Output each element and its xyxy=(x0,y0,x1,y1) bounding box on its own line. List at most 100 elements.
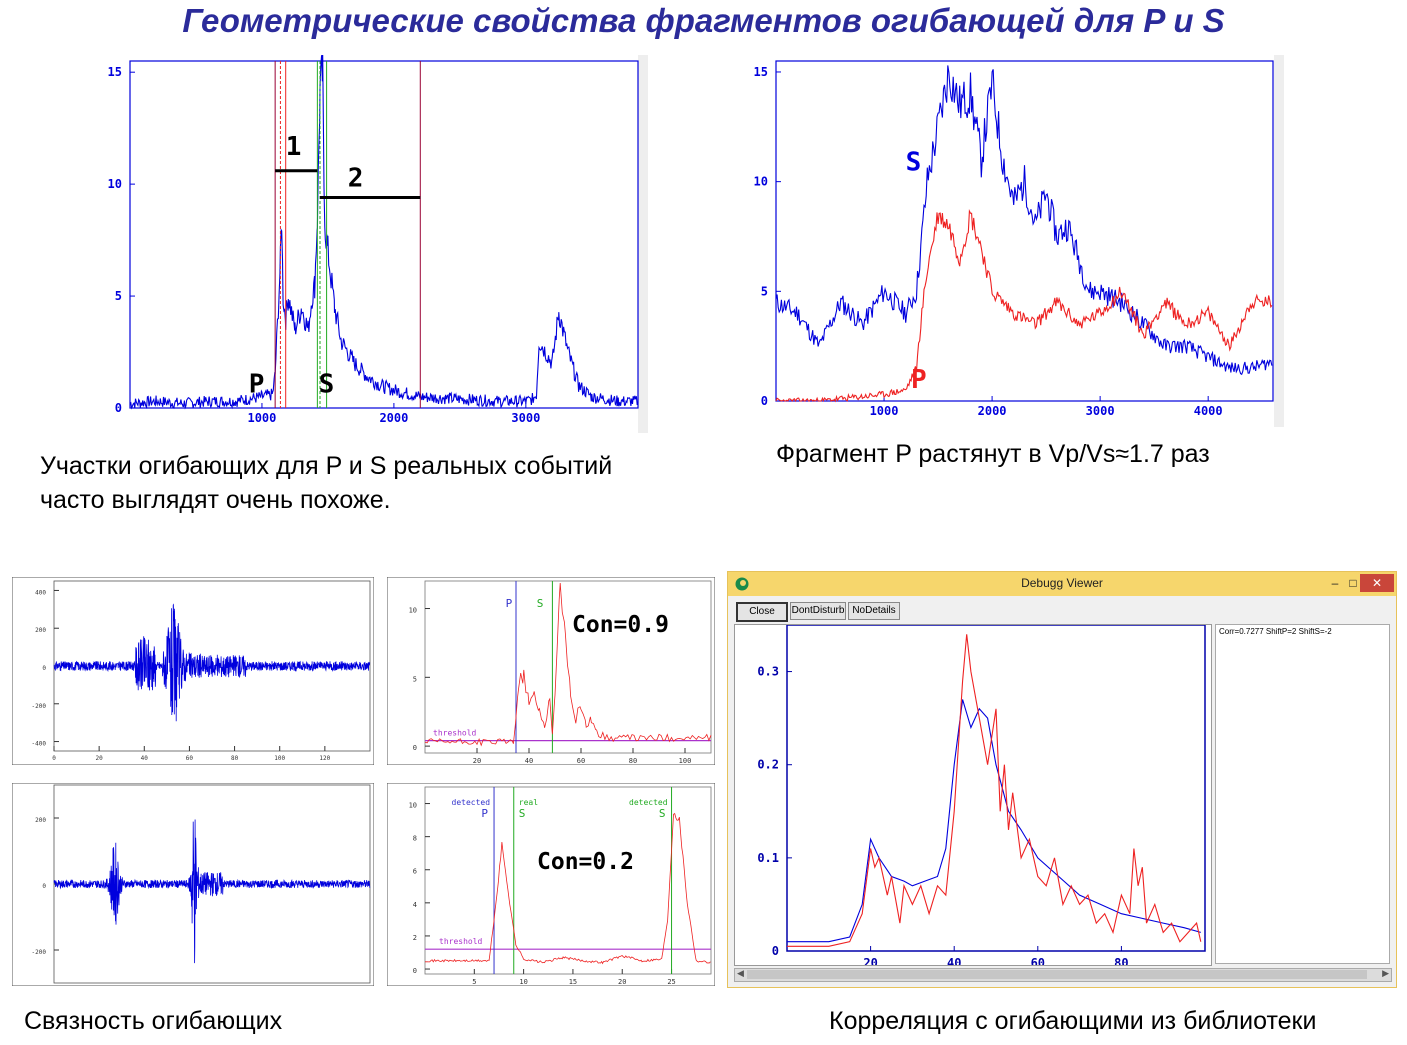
close-button[interactable]: Close xyxy=(736,602,788,622)
y-tick-label: 5 xyxy=(413,675,417,683)
x-tick-label: 10 xyxy=(519,978,527,986)
detected-s-top-label: detected xyxy=(629,798,668,807)
seismogram-2-chart: 200 0 -200 xyxy=(12,783,374,986)
x-tick-label: 80 xyxy=(1114,956,1128,965)
x-tick-label: 80 xyxy=(231,755,239,762)
caption-top-left-line1: Участки огибающих для P и S реальных соб… xyxy=(40,452,613,480)
x-tick-label: 60 xyxy=(577,757,585,765)
s-marker-label: S xyxy=(537,597,544,610)
x-tick-label: 1000 xyxy=(247,411,276,425)
y-tick-label: -400 xyxy=(32,741,47,748)
x-tick-label: 100 xyxy=(679,757,692,765)
x-tick-label: 4000 xyxy=(1194,404,1223,418)
y-tick-label: 0 xyxy=(413,744,417,752)
marker-2-label: 2 xyxy=(348,163,364,193)
threshold-label: threshold xyxy=(433,729,477,738)
x-tick-label: 60 xyxy=(1031,956,1045,965)
y-tick-label: 200 xyxy=(35,627,46,634)
caption-top-left: Участки огибающих для P и S реальных соб… xyxy=(40,449,612,517)
y-tick-label: 10 xyxy=(409,607,417,615)
detected-p-label: P xyxy=(481,807,488,820)
s-series-label: S xyxy=(906,148,922,178)
x-tick-label: 25 xyxy=(667,978,675,986)
x-tick-label: 0 xyxy=(52,755,56,762)
threshold-label: threshold xyxy=(439,937,483,946)
x-tick-label: 20 xyxy=(618,978,626,986)
s-label: S xyxy=(319,369,335,399)
y-tick-label: 8 xyxy=(413,835,417,843)
y-tick-label: -200 xyxy=(32,703,47,710)
con-annotation: Con=0.9 xyxy=(572,612,669,638)
envelope-full-chart: 1000 2000 3000 0 5 10 15 1 2 P S xyxy=(68,55,648,433)
seismogram-1-chart: 0 20 40 60 80 100 120 400 200 0 -200 -400 xyxy=(12,577,374,765)
debug-viewer-window: Debugg Viewer – □ ✕ Close DontDisturb No… xyxy=(727,571,1397,988)
caption-top-left-line2: часто выглядят очень похоже. xyxy=(40,486,391,514)
library-correlation-chart: 20 40 60 80 0 0.1 0.2 0.3 xyxy=(757,625,1206,965)
y-tick-label: 10 xyxy=(409,802,417,810)
y-tick-label: 0.2 xyxy=(757,758,779,772)
y-tick-label: 400 xyxy=(35,589,46,596)
y-tick-label: 5 xyxy=(115,289,122,303)
y-tick-label: -200 xyxy=(32,949,47,956)
y-tick-label: 10 xyxy=(108,177,122,191)
p-label: P xyxy=(249,369,265,399)
x-tick-label: 40 xyxy=(141,755,149,762)
y-tick-label: 0 xyxy=(761,394,768,408)
marker-1-label: 1 xyxy=(286,132,302,162)
p-series-label: P xyxy=(911,365,927,395)
x-tick-label: 20 xyxy=(473,757,481,765)
y-tick-label: 2 xyxy=(413,934,417,942)
y-tick-label: 5 xyxy=(761,284,768,298)
correlation-plot-frame: 20 40 60 80 0 0.1 0.2 0.3 xyxy=(734,624,1212,966)
y-tick-label: 0 xyxy=(42,883,46,890)
y-tick-label: 0.1 xyxy=(757,851,779,865)
y-tick-label: 4 xyxy=(413,901,417,909)
info-panel: Corr=0.7277 ShiftP=2 ShiftS=-2 xyxy=(1215,624,1390,964)
x-tick-label: 80 xyxy=(629,757,637,765)
y-tick-label: 0 xyxy=(413,967,417,975)
x-tick-label: 15 xyxy=(569,978,577,986)
x-tick-label: 3000 xyxy=(1086,404,1115,418)
dont-disturb-button[interactable]: DontDisturb xyxy=(790,602,846,620)
y-tick-label: 6 xyxy=(413,868,417,876)
stretched-chart: 1000 2000 3000 4000 0 5 10 15 S P xyxy=(716,55,1284,427)
y-tick-label: 0 xyxy=(42,665,46,672)
x-tick-label: 20 xyxy=(96,755,104,762)
real-s-top-label: real xyxy=(519,798,538,807)
x-tick-label: 40 xyxy=(947,956,961,965)
close-window-button[interactable]: ✕ xyxy=(1360,574,1394,592)
y-tick-label: 0 xyxy=(772,944,779,958)
x-tick-label: 60 xyxy=(186,755,194,762)
window-title: Debugg Viewer xyxy=(1021,576,1103,590)
caption-bottom-left: Связность огибающих xyxy=(24,1007,283,1035)
window-titlebar[interactable]: Debugg Viewer – □ ✕ xyxy=(728,572,1396,596)
y-tick-label: 15 xyxy=(108,65,122,79)
con-annotation: Con=0.2 xyxy=(537,849,634,875)
x-tick-label: 40 xyxy=(525,757,533,765)
detected-p-top-label: detected xyxy=(452,798,491,807)
maximize-button[interactable]: □ xyxy=(1349,576,1357,590)
x-tick-label: 20 xyxy=(863,956,877,965)
y-tick-label: 0 xyxy=(115,401,122,415)
no-details-button[interactable]: NoDetails xyxy=(848,602,900,620)
y-tick-label: 0.3 xyxy=(757,665,779,679)
y-tick-label: 15 xyxy=(754,65,768,79)
horizontal-scrollbar[interactable]: ◀ ▶ xyxy=(734,968,1392,982)
scroll-left-arrow[interactable]: ◀ xyxy=(737,968,744,978)
x-tick-label: 2000 xyxy=(978,404,1007,418)
real-s-label: S xyxy=(519,807,526,820)
coherence-1-chart: 20 40 60 80 100 0 5 10 threshold P S Con=0.9 xyxy=(387,577,715,765)
scroll-thumb[interactable] xyxy=(747,970,1367,979)
x-tick-label: 1000 xyxy=(870,404,899,418)
x-tick-label: 5 xyxy=(472,978,476,986)
caption-bottom-right: Корреляция с огибающими из библиотеки xyxy=(829,1007,1317,1035)
y-tick-label: 10 xyxy=(754,175,768,189)
x-tick-label: 3000 xyxy=(511,411,540,425)
p-marker-label: P xyxy=(506,597,513,610)
minimize-button[interactable]: – xyxy=(1331,576,1339,590)
scroll-right-arrow[interactable]: ▶ xyxy=(1382,968,1389,978)
x-tick-label: 100 xyxy=(274,755,285,762)
detected-s-label: S xyxy=(659,807,666,820)
caption-top-right: Фрагмент P растянут в Vp/Vs≈1.7 раз xyxy=(776,440,1210,468)
